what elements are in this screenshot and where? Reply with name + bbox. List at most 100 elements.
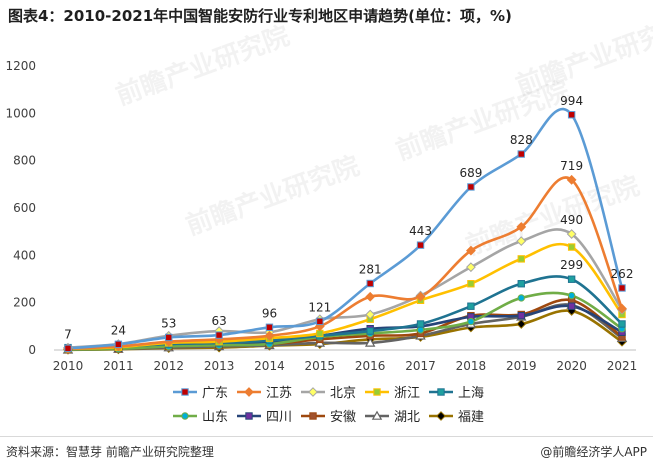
watermark-text: 前瞻产业研究院: [112, 20, 294, 111]
legend-label: 福建: [458, 410, 484, 425]
x-tick-label: 2011: [103, 359, 134, 373]
y-tick-label: 1200: [5, 59, 36, 73]
data-point: [366, 327, 374, 335]
legend-label: 江苏: [266, 385, 292, 401]
x-tick-label: 2018: [456, 359, 487, 373]
x-tick-label: 2021: [607, 359, 638, 373]
x-tick-label: 2014: [254, 359, 285, 373]
data-point: [567, 275, 576, 283]
data-point: [467, 317, 475, 326]
data-point: [467, 183, 475, 191]
data-label: 443: [409, 224, 432, 238]
data-point: [64, 344, 72, 353]
legend-label: 四川: [266, 410, 292, 425]
data-point: [415, 291, 426, 302]
data-point: [517, 280, 525, 288]
series-line: [67, 176, 624, 351]
data-point: [316, 317, 324, 326]
data-label: 53: [161, 316, 176, 330]
data-point: [365, 309, 376, 320]
data-point: [566, 229, 577, 239]
legend-marker: [309, 412, 317, 420]
chart-title: 图表4：2010-2021年中国智能安防行业专利地区申请趋势(单位：项，%): [8, 7, 512, 25]
x-tick-label: 2020: [556, 359, 587, 373]
data-point: [567, 302, 576, 310]
data-label: 63: [211, 314, 226, 328]
legend-marker: [308, 387, 318, 397]
legend-label: 湖北: [394, 410, 420, 425]
x-tick-label: 2010: [53, 359, 84, 373]
data-point: [618, 320, 626, 328]
legend-marker: [181, 388, 189, 396]
data-point: [215, 331, 223, 339]
data-label: 262: [611, 267, 634, 281]
data-label: 994: [560, 94, 583, 108]
legend-marker: [371, 410, 383, 420]
data-point: [567, 291, 576, 300]
y-tick-label: 200: [13, 296, 36, 310]
data-point: [366, 279, 374, 288]
x-tick-label: 2019: [506, 359, 537, 373]
watermark-text: 前瞻产业研究院: [182, 150, 364, 241]
data-label: 490: [560, 213, 583, 227]
data-point: [516, 319, 527, 329]
x-tick-label: 2015: [305, 359, 336, 373]
series-markers: [62, 111, 628, 355]
data-labels: 7 24 53 63 96 121 281 443 689 828 994 262 719 490 299: [64, 94, 633, 342]
watermark-text: 前瞻产业研究院: [512, 10, 653, 101]
y-tick-label: 0: [28, 343, 36, 357]
footer-divider: [0, 436, 653, 437]
data-point: [416, 241, 425, 249]
legend-marker: [244, 387, 254, 397]
data-point: [618, 284, 626, 292]
y-tick-label: 1000: [5, 106, 36, 120]
x-tick-label: 2016: [355, 359, 386, 373]
legend-label: 北京: [330, 386, 356, 401]
source-note: 资料来源：智慧芽 前瞻产业研究院整理: [6, 445, 214, 459]
legend-label: 安徽: [330, 410, 356, 425]
data-point: [265, 323, 274, 331]
data-point: [466, 245, 476, 256]
data-label: 719: [560, 159, 583, 173]
data-label: 7: [64, 327, 72, 341]
data-point: [517, 150, 525, 158]
legend-marker: [181, 412, 189, 420]
data-label: 689: [459, 166, 482, 180]
y-tick-label: 800: [13, 154, 36, 168]
x-tick-label: 2012: [153, 359, 184, 373]
data-point: [517, 294, 525, 302]
data-point: [467, 280, 475, 288]
data-point: [567, 111, 576, 119]
data-label: 828: [510, 133, 533, 147]
legend-label: 上海: [458, 386, 484, 401]
legend-marker: [373, 388, 381, 396]
series-line: [67, 228, 624, 349]
data-point: [467, 302, 475, 310]
data-point: [466, 262, 476, 273]
data-point: [416, 320, 425, 328]
y-tick-label: 400: [13, 248, 36, 262]
legend-marker: [437, 388, 445, 396]
brand-credit: @前瞻经济学人APP: [540, 445, 647, 459]
axes: 0 200 400 600 800 1000 1200 2010 2011 2012 2013 201…: [5, 59, 637, 373]
data-point: [517, 255, 525, 263]
legend-label: 山东: [202, 410, 228, 425]
legend-label: 广东: [202, 386, 228, 401]
legend-marker: [436, 411, 446, 421]
data-point: [165, 333, 173, 342]
data-point: [264, 330, 275, 341]
legend-label: 浙江: [394, 386, 420, 401]
data-label: 121: [308, 300, 331, 314]
watermark-text: 前瞻产业研究院: [462, 170, 644, 261]
data-point: [516, 222, 527, 232]
data-point: [516, 236, 527, 247]
data-point: [365, 291, 376, 302]
data-point: [517, 311, 525, 320]
x-tick-label: 2017: [405, 359, 436, 373]
data-point: [364, 337, 376, 347]
data-label: 299: [560, 258, 583, 272]
y-tick-label: 600: [13, 201, 36, 215]
legend-marker: [245, 412, 253, 420]
